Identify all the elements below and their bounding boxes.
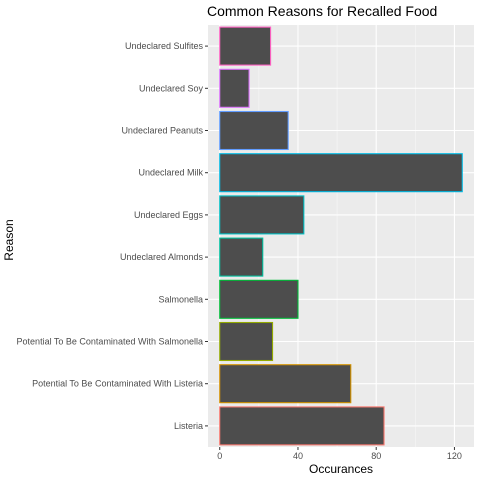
chart-title: Common Reasons for Recalled Food — [207, 3, 437, 19]
y-tick-label: Undeclared Eggs — [134, 210, 204, 220]
y-tick-label: Undeclared Sulfites — [125, 41, 204, 51]
bar — [219, 279, 299, 319]
y-tick-label: Undeclared Milk — [138, 168, 203, 178]
y-tick-label: Salmonella — [158, 294, 203, 304]
bar — [219, 110, 289, 151]
x-tick-label: 40 — [293, 451, 303, 461]
y-tick-label: Undeclared Soy — [139, 83, 204, 93]
bar — [219, 364, 352, 404]
bar — [219, 237, 264, 277]
y-tick-label: Potential To Be Contaminated With Salmon… — [17, 337, 203, 347]
y-tick-label: Listeria — [174, 421, 203, 431]
y-tick-label: Potential To Be Contaminated With Lister… — [32, 379, 203, 389]
bar — [219, 195, 305, 235]
bar — [219, 68, 250, 108]
bars — [219, 26, 463, 446]
bar — [219, 26, 272, 66]
y-axis-ticks: Undeclared Sulfites Undeclared Soy Undecla… — [17, 41, 208, 431]
bar — [219, 153, 463, 193]
y-tick-label: Undeclared Peanuts — [121, 126, 203, 136]
x-tick-label: 120 — [447, 451, 462, 461]
x-axis-title: Occurances — [309, 462, 373, 476]
x-tick-label: 0 — [217, 451, 222, 461]
y-axis-title: Reason — [2, 219, 16, 260]
bar — [219, 406, 385, 446]
y-tick-label: Undeclared Almonds — [120, 252, 204, 262]
x-tick-label: 80 — [371, 451, 381, 461]
bar — [219, 321, 274, 362]
x-axis-ticks: 0 40 80 120 — [217, 447, 462, 461]
